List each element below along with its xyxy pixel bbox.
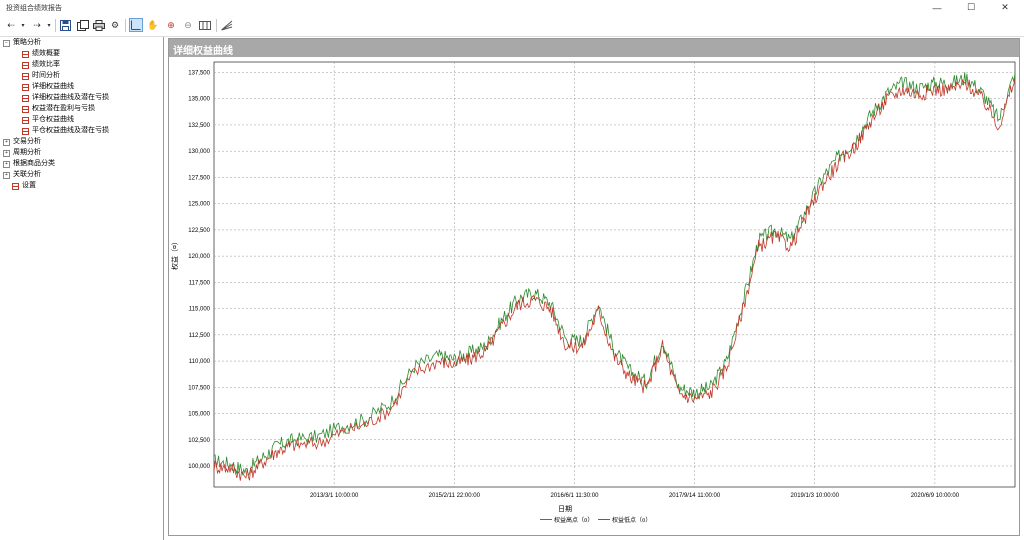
settings-gear-icon[interactable]: ⚙ [110,19,120,30]
report-icon [12,182,19,190]
forward-icon[interactable]: ⇢ [33,19,41,30]
tree-node-strategy-analysis[interactable]: − 策略分析 [3,38,41,48]
report-icon [22,127,29,135]
panel-header: 详细权益曲线 [169,39,1019,57]
tree-item-closed-equity[interactable]: 平仓权益曲线 [22,115,74,125]
tree-item-equity-potential[interactable]: 权益潜在盈利与亏损 [22,104,95,114]
tree-item-detailed-equity-curve[interactable]: 详细权益曲线 [22,82,74,92]
forward-dropdown-icon[interactable]: ▾ [47,22,51,29]
toolbar-separator [216,19,217,32]
data-table-icon[interactable] [198,18,212,32]
copy-icon[interactable] [76,18,90,32]
report-icon [22,94,29,102]
report-icon [22,50,29,58]
crosshair-cursor-icon[interactable] [129,18,143,32]
expand-icon[interactable]: + [3,171,10,179]
zoom-in-icon[interactable]: ⊕ [167,19,175,30]
back-icon[interactable]: ⇠ [7,19,15,30]
minimize-icon[interactable]: — [932,2,942,13]
report-icon [22,72,29,80]
x-axis-label: 日期 [558,506,572,513]
toolbar-separator [55,19,56,32]
expand-icon[interactable]: + [3,138,10,146]
back-dropdown-icon[interactable]: ▾ [21,22,25,29]
report-icon [22,61,29,69]
chart-panel: 详细权益曲线 [168,38,1020,536]
toolbar: ⇠ ▾ ⇢ ▾ ⚙ ✋ ⊕ ⊖ [0,16,1024,37]
tree-node-trade-analysis[interactable]: + 交易分析 [3,137,41,147]
expand-icon[interactable]: + [3,149,10,157]
zoom-out-icon[interactable]: ⊖ [184,19,192,30]
report-icon [22,83,29,91]
print-icon[interactable] [92,18,106,32]
save-icon[interactable] [58,18,72,32]
report-icon [22,105,29,113]
toolbar-separator [125,19,126,32]
tree-item-performance-summary[interactable]: 绩效概要 [22,49,60,59]
collapse-icon[interactable]: − [3,39,10,47]
y-axis-label: 权益（¤） [172,238,179,270]
legend-swatch [540,519,552,520]
window-title: 投资组合绩效报告 [6,5,62,12]
tree-node-by-instrument[interactable]: + 根据商品分类 [3,159,55,169]
tree-node-correlation-analysis[interactable]: + 关联分析 [3,170,41,180]
legend-item-high: 权益高点（¤） [540,515,593,524]
panel-title: 详细权益曲线 [173,46,233,57]
close-icon[interactable]: ✕ [1001,2,1009,12]
maximize-icon[interactable]: ☐ [966,2,976,12]
legend-item-low: 权益低点（¤） [598,515,651,524]
tree-item-detailed-equity-drawdown[interactable]: 详细权益曲线及潜在亏损 [22,93,109,103]
chart-style-icon[interactable] [220,18,234,32]
tree-item-time-analysis[interactable]: 时间分析 [22,71,60,81]
tree-item-settings[interactable]: 设置 [12,181,36,191]
pan-hand-icon[interactable]: ✋ [147,19,159,30]
window-titlebar: 投资组合绩效报告 — ☐ ✕ [0,0,1024,15]
report-icon [22,116,29,124]
tree-node-period-analysis[interactable]: + 周期分析 [3,148,41,158]
expand-icon[interactable]: + [3,160,10,168]
navigation-tree: − 策略分析 绩效概要 绩效比率 时间分析 详细权益曲线 详细权益曲线及潜在亏损 … [0,37,164,540]
legend-swatch [598,519,610,520]
tree-item-performance-ratios[interactable]: 绩效比率 [22,60,60,70]
tree-item-closed-equity-drawdown[interactable]: 平仓权益曲线及潜在亏损 [22,126,109,136]
